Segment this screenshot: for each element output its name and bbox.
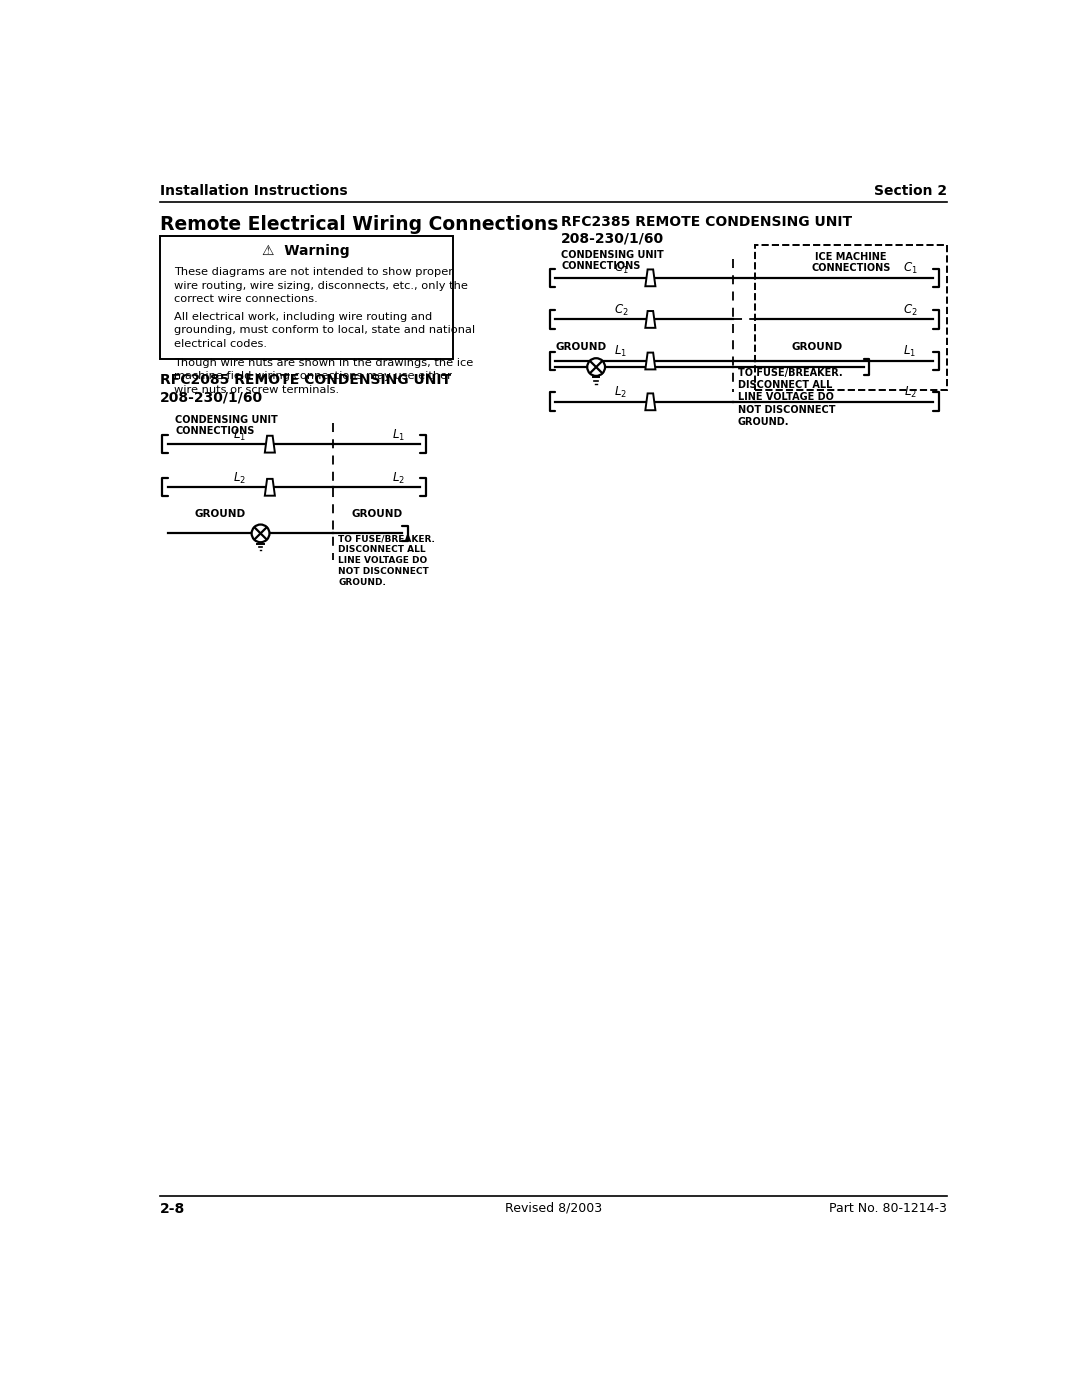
Text: $C_2$: $C_2$ <box>613 303 629 317</box>
Polygon shape <box>646 270 656 286</box>
Text: CONDENSING UNIT
CONNECTIONS: CONDENSING UNIT CONNECTIONS <box>175 415 278 436</box>
Text: GROUND: GROUND <box>792 342 842 352</box>
Text: These diagrams are not intended to show proper
wire routing, wire sizing, discon: These diagrams are not intended to show … <box>174 267 468 305</box>
Text: $C_1$: $C_1$ <box>903 261 917 277</box>
Text: 208-230/1/60: 208-230/1/60 <box>562 232 664 246</box>
Text: TO FUSE/BREAKER.
DISCONNECT ALL
LINE VOLTAGE DO
NOT DISCONNECT
GROUND.: TO FUSE/BREAKER. DISCONNECT ALL LINE VOL… <box>738 367 842 427</box>
Text: ICE MACHINE
CONNECTIONS: ICE MACHINE CONNECTIONS <box>811 251 891 272</box>
Polygon shape <box>646 394 656 411</box>
Text: $L_1$: $L_1$ <box>392 427 405 443</box>
Circle shape <box>252 524 270 542</box>
Text: $L_1$: $L_1$ <box>904 344 917 359</box>
Text: GROUND: GROUND <box>555 342 606 352</box>
Text: $C_2$: $C_2$ <box>903 303 917 317</box>
Text: ⚠  Warning: ⚠ Warning <box>262 244 350 258</box>
Text: $L_1$: $L_1$ <box>615 344 627 359</box>
Bar <box>160 236 453 359</box>
Text: $L_2$: $L_2$ <box>233 471 246 486</box>
Text: 2-8: 2-8 <box>160 1201 185 1215</box>
Polygon shape <box>646 352 656 369</box>
Text: GROUND: GROUND <box>194 509 246 518</box>
Text: $L_2$: $L_2$ <box>904 386 917 400</box>
Text: CONDENSING UNIT
CONNECTIONS: CONDENSING UNIT CONNECTIONS <box>562 250 664 271</box>
Text: Remote Electrical Wiring Connections: Remote Electrical Wiring Connections <box>160 215 558 233</box>
Bar <box>755 246 947 390</box>
Polygon shape <box>265 436 275 453</box>
Text: $L_2$: $L_2$ <box>615 386 627 400</box>
Text: Though wire nuts are shown in the drawings, the ice
machine field wiring connect: Though wire nuts are shown in the drawin… <box>174 358 473 395</box>
Text: Installation Instructions: Installation Instructions <box>160 183 348 197</box>
Text: Part No. 80-1214-3: Part No. 80-1214-3 <box>829 1201 947 1215</box>
Text: Section 2: Section 2 <box>874 183 947 197</box>
Text: GROUND: GROUND <box>351 509 403 518</box>
Circle shape <box>588 358 605 376</box>
Text: TO FUSE/BREAKER.
DISCONNECT ALL
LINE VOLTAGE DO
NOT DISCONNECT
GROUND.: TO FUSE/BREAKER. DISCONNECT ALL LINE VOL… <box>338 534 435 587</box>
Text: RFC2385 REMOTE CONDENSING UNIT: RFC2385 REMOTE CONDENSING UNIT <box>562 215 852 229</box>
Text: RFC2085 REMOTE CONDENSING UNIT: RFC2085 REMOTE CONDENSING UNIT <box>160 373 451 387</box>
Text: $L_2$: $L_2$ <box>392 471 405 486</box>
Text: 208-230/1/60: 208-230/1/60 <box>160 390 262 404</box>
Polygon shape <box>646 312 656 328</box>
Text: $L_1$: $L_1$ <box>233 427 246 443</box>
Text: Revised 8/2003: Revised 8/2003 <box>505 1201 602 1215</box>
Text: All electrical work, including wire routing and
grounding, must conform to local: All electrical work, including wire rout… <box>174 312 475 349</box>
Text: $C_1$: $C_1$ <box>613 261 629 277</box>
Polygon shape <box>265 479 275 496</box>
